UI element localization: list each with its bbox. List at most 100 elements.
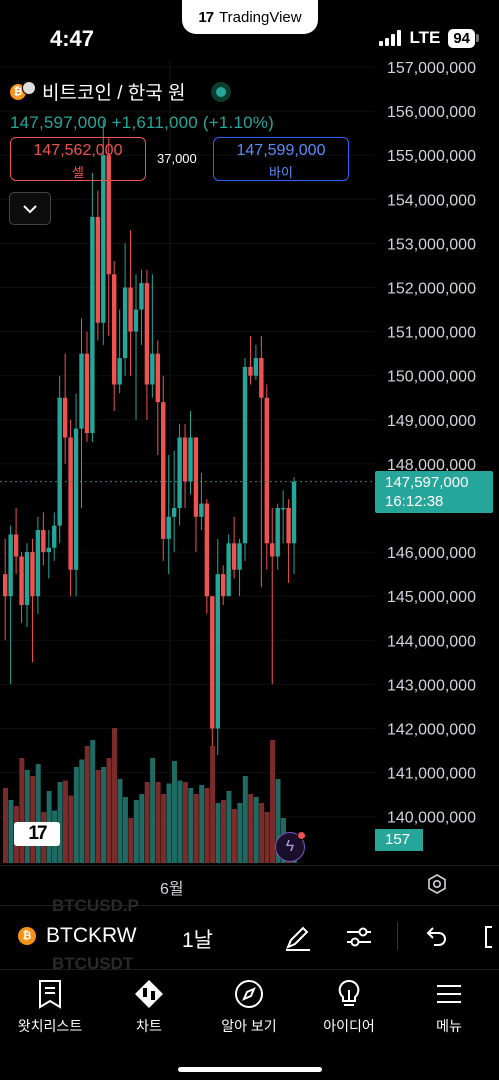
volume-bar <box>139 794 145 863</box>
tab-label: 차트 <box>136 1018 162 1034</box>
candle-body <box>182 437 188 482</box>
tradingview-watermark-icon[interactable]: 17 <box>14 822 60 846</box>
undo-icon[interactable] <box>420 922 450 952</box>
volume-bar <box>24 770 30 863</box>
candle-body <box>204 503 210 597</box>
price-tick-label: 152,000,000 <box>387 281 476 298</box>
symbol-name[interactable]: 비트코인 / 한국 원 <box>42 83 186 104</box>
volume-bar <box>90 740 96 863</box>
status-icons: LTE 94 <box>379 28 479 48</box>
last-price-tag-value: 147,597,000 <box>385 474 469 491</box>
network-label: LTE <box>409 28 441 47</box>
symbol-header: ₿ 비트코인 / 한국 원 147,597,000 +1,611,000 (+1… <box>10 78 380 133</box>
clock: 4:47 <box>50 26 95 51</box>
price-chart[interactable]: 157,000,000 156,000,000 155,000,000 154,000… <box>0 60 499 865</box>
candle-body <box>226 543 231 597</box>
settings-hexagon-icon[interactable] <box>426 873 448 895</box>
tradingview-logo-icon: 17 <box>198 8 214 26</box>
volume-bar <box>3 788 8 863</box>
candle-body <box>237 543 242 570</box>
volume-bar <box>264 812 270 863</box>
volume-bar <box>171 761 177 863</box>
candle-body <box>199 503 204 517</box>
volume-bar <box>231 809 237 863</box>
price-tick-label: 153,000,000 <box>387 236 476 253</box>
symbol-selector[interactable]: ₿ BTCKRW <box>18 924 137 948</box>
candle-body <box>73 428 79 570</box>
sell-button[interactable]: 147,562,000 셀 <box>10 137 146 181</box>
volume-bar <box>270 740 276 863</box>
candle-body <box>57 397 62 526</box>
candle-body <box>280 508 286 510</box>
candle-body <box>150 353 155 385</box>
tab-watchlist[interactable]: 왓치리스트 <box>0 978 100 1036</box>
volume-bar <box>19 758 25 863</box>
price-tick-label: 144,000,000 <box>387 633 476 650</box>
price-tick-label: 151,000,000 <box>387 325 476 342</box>
ghost-symbol-1: BTCUSD.P <box>52 896 139 915</box>
tab-explore[interactable]: 알아 보기 <box>199 978 299 1036</box>
price-tick-label: 148,000,000 <box>387 457 476 474</box>
signal-icon <box>379 30 402 46</box>
volume-bar <box>57 782 63 863</box>
tab-menu[interactable]: 메뉴 <box>399 978 499 1036</box>
chart-icon <box>135 980 163 1008</box>
candle-body <box>221 574 226 597</box>
price-tick-label: 149,000,000 <box>387 413 476 430</box>
collapse-legend-button[interactable] <box>9 192 51 225</box>
status-bar: 4:47 17 TradingView LTE 94 <box>0 0 499 60</box>
app-indicator-pill[interactable]: 17 TradingView <box>182 0 318 34</box>
volume-bar <box>166 783 172 863</box>
candle-body <box>270 543 275 557</box>
volume-bar <box>215 803 221 863</box>
volume-bar <box>62 780 68 863</box>
price-axis[interactable]: 157,000,000 156,000,000 155,000,000 154,000… <box>387 60 476 827</box>
candle-body <box>13 534 19 557</box>
time-axis[interactable]: 6월 <box>0 865 499 903</box>
last-price-change: 147,597,000 +1,611,000 (+1.10%) <box>10 113 274 132</box>
candle-body <box>19 556 24 606</box>
market-open-icon[interactable] <box>211 81 232 102</box>
candle-body <box>139 283 144 310</box>
candle-body <box>286 508 291 544</box>
volume-bar <box>248 794 254 863</box>
candle-body <box>248 366 253 376</box>
tab-label: 아이디어 <box>323 1018 375 1034</box>
fullscreen-icon[interactable] <box>480 922 499 952</box>
candle-body <box>95 216 101 323</box>
volume-bar <box>133 800 139 863</box>
candle-body <box>275 508 280 557</box>
chevron-down-icon <box>23 204 37 213</box>
price-tick-label: 146,000,000 <box>387 545 476 562</box>
volume-bar <box>106 758 112 863</box>
compass-icon <box>235 980 263 1008</box>
candle-body <box>259 358 264 398</box>
app-badge-label: TradingView <box>219 8 302 26</box>
candle-body <box>215 574 220 729</box>
buy-button[interactable]: 147,599,000 바이 <box>213 137 349 181</box>
candlesticks <box>3 119 297 755</box>
candle-body <box>242 366 248 544</box>
interval-selector[interactable]: 1날 <box>182 929 213 952</box>
buy-price: 147,599,000 <box>236 142 326 159</box>
candle-body <box>84 353 90 434</box>
price-tick-label: 145,000,000 <box>387 589 476 606</box>
candle-body <box>35 530 41 597</box>
candle-body <box>8 534 13 597</box>
candle-body <box>30 552 35 597</box>
battery-icon: 94 <box>448 28 475 48</box>
tab-ideas[interactable]: 아이디어 <box>299 978 399 1036</box>
volume-bar <box>237 803 243 863</box>
price-tick-label: 156,000,000 <box>387 104 476 121</box>
symbol-ticker: BTCKRW <box>46 924 137 947</box>
candle-body <box>52 525 57 548</box>
candle-body <box>3 574 8 597</box>
volume-bar <box>95 770 101 863</box>
tab-chart[interactable]: 차트 <box>99 978 199 1036</box>
candle-body <box>122 287 128 359</box>
candle-body <box>24 552 30 606</box>
drawing-pen-icon[interactable] <box>283 922 313 952</box>
price-tick-label: 141,000,000 <box>387 766 476 783</box>
lightning-icon[interactable]: ϟ <box>275 831 306 862</box>
indicators-sliders-icon[interactable] <box>344 922 374 952</box>
